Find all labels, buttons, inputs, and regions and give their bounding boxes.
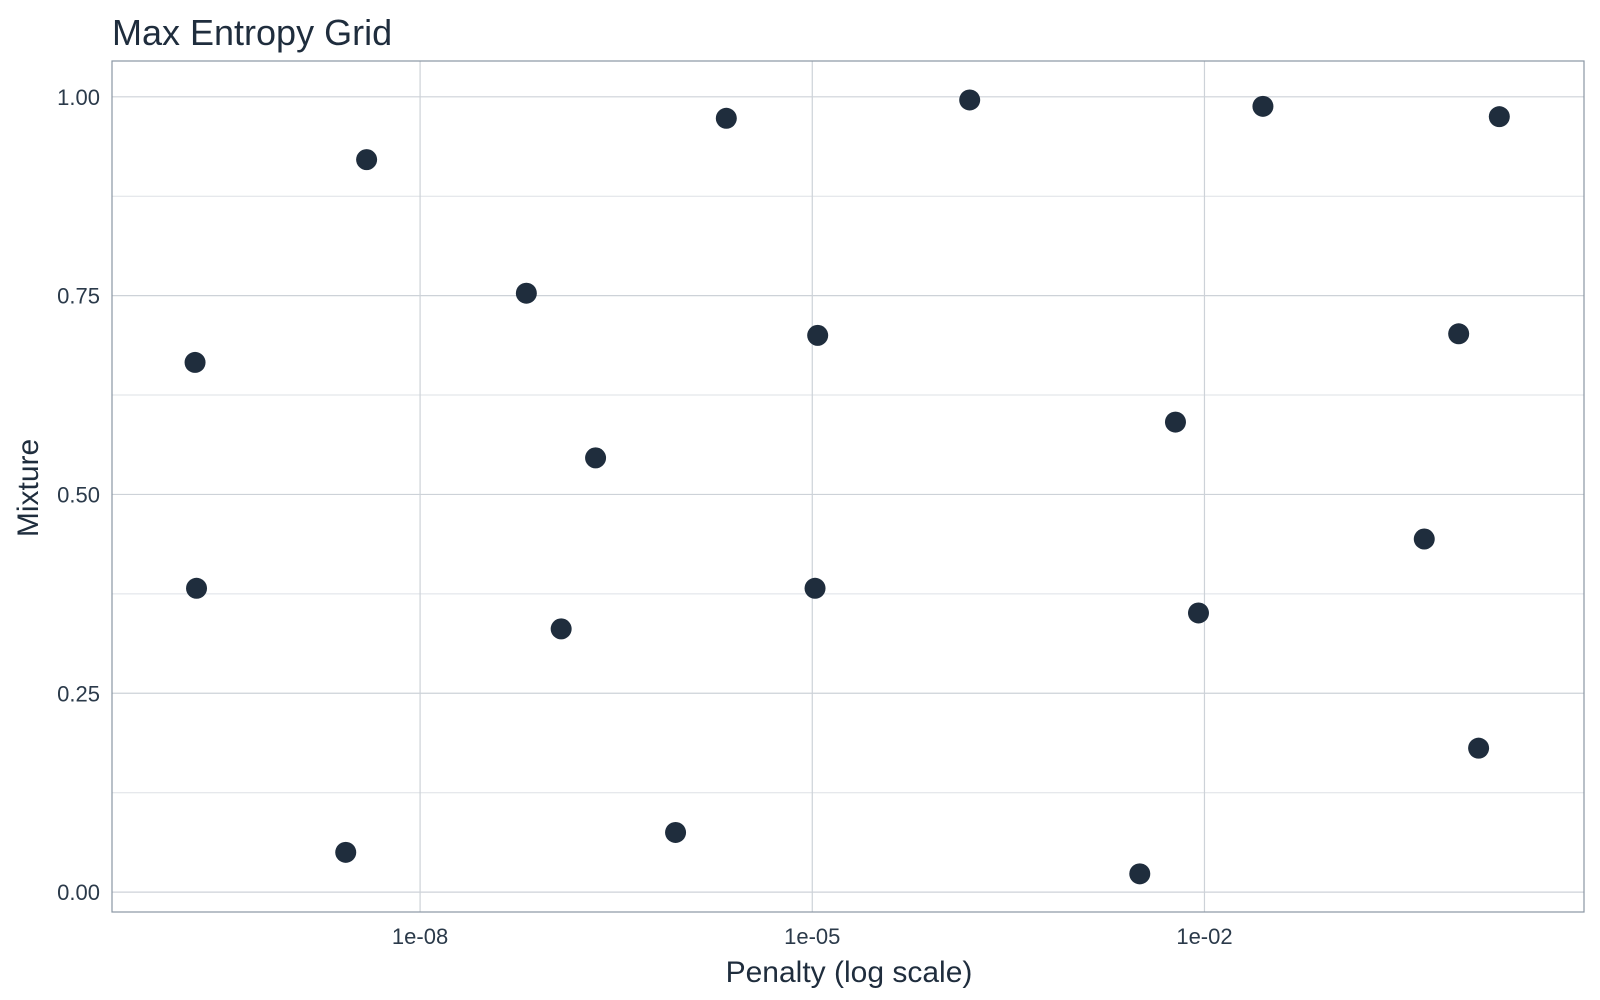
data-point <box>186 577 208 599</box>
data-point <box>1129 863 1151 885</box>
plot-panel-border <box>111 60 1585 913</box>
data-point <box>1252 95 1274 117</box>
data-point <box>1468 737 1490 759</box>
data-point <box>804 577 826 599</box>
y-axis-title: Mixture <box>12 439 45 537</box>
data-point <box>1488 106 1510 128</box>
data-point <box>184 351 206 373</box>
y-tick-label: 0.75 <box>57 284 100 309</box>
data-point <box>585 447 607 469</box>
data-point <box>1413 528 1435 550</box>
data-point <box>959 89 981 111</box>
data-point <box>515 282 537 304</box>
data-point <box>1187 602 1209 624</box>
y-tick-label: 0.00 <box>57 880 100 905</box>
y-tick-label: 0.50 <box>57 482 100 507</box>
x-axis-title: Penalty (log scale) <box>726 956 973 989</box>
data-point <box>715 107 737 129</box>
data-point <box>335 841 357 863</box>
y-tick-label: 1.00 <box>57 85 100 110</box>
data-point <box>807 324 829 346</box>
y-tick-label: 0.25 <box>57 681 100 706</box>
data-point <box>1448 323 1470 345</box>
grid-lines <box>112 61 1584 912</box>
data-points <box>184 89 1510 885</box>
data-point <box>550 618 572 640</box>
tick-labels: 0.00 0.25 0.50 0.75 1.00 1e-08 1e-05 1e-02 <box>57 85 1232 949</box>
data-point <box>1164 411 1186 433</box>
data-point <box>665 821 687 843</box>
x-tick-label: 1e-05 <box>784 924 840 949</box>
chart-title: Max Entropy Grid <box>112 12 393 53</box>
x-tick-label: 1e-08 <box>392 924 448 949</box>
x-tick-label: 1e-02 <box>1176 924 1232 949</box>
data-point <box>356 149 378 171</box>
